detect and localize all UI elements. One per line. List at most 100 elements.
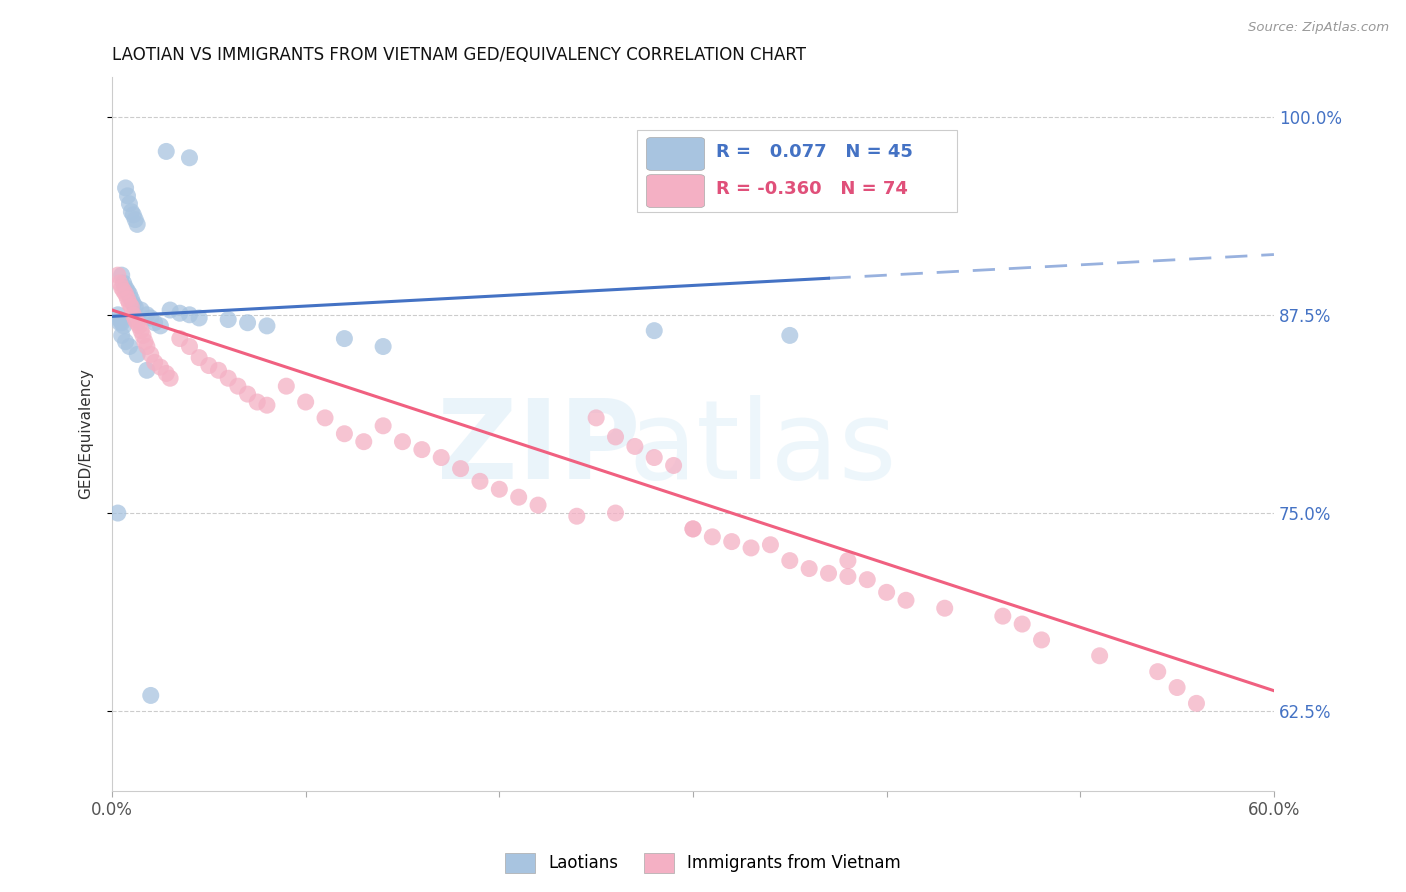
Point <box>353 434 375 449</box>
Point <box>120 300 142 314</box>
Point <box>134 334 156 349</box>
Point <box>107 268 129 282</box>
Point <box>149 318 172 333</box>
Point <box>117 292 139 306</box>
Point <box>120 292 142 306</box>
Point <box>837 569 859 583</box>
Point <box>779 328 801 343</box>
Point <box>124 312 146 326</box>
Point <box>585 410 607 425</box>
FancyBboxPatch shape <box>647 175 704 208</box>
Point <box>112 276 135 290</box>
Point <box>169 332 191 346</box>
Point <box>143 355 166 369</box>
Point <box>139 347 162 361</box>
Point <box>643 324 665 338</box>
Point <box>111 268 134 282</box>
Point <box>117 189 139 203</box>
Point <box>188 351 211 365</box>
Point <box>108 312 131 326</box>
Point <box>127 218 149 232</box>
Point <box>894 593 917 607</box>
Point <box>934 601 956 615</box>
Point <box>117 284 139 298</box>
Point <box>333 426 356 441</box>
Point <box>114 287 136 301</box>
Point <box>107 308 129 322</box>
Point <box>107 506 129 520</box>
Point <box>1011 617 1033 632</box>
Text: atlas: atlas <box>628 394 897 501</box>
Point <box>129 324 152 338</box>
Point <box>817 566 839 581</box>
Point <box>605 506 627 520</box>
Point <box>702 530 724 544</box>
Legend: Laotians, Immigrants from Vietnam: Laotians, Immigrants from Vietnam <box>499 847 907 880</box>
Point <box>135 308 157 322</box>
Point <box>226 379 249 393</box>
Point <box>991 609 1014 624</box>
Point <box>159 303 181 318</box>
Point <box>236 387 259 401</box>
Point <box>624 439 647 453</box>
Point <box>118 196 141 211</box>
Point <box>643 450 665 465</box>
Point <box>682 522 704 536</box>
Point <box>111 328 134 343</box>
Point <box>391 434 413 449</box>
Point <box>118 339 141 353</box>
Point <box>605 430 627 444</box>
Point <box>155 367 177 381</box>
Point <box>155 145 177 159</box>
Point <box>114 281 136 295</box>
Point <box>837 554 859 568</box>
Point <box>118 296 141 310</box>
Point <box>111 316 134 330</box>
Text: R = -0.360   N = 74: R = -0.360 N = 74 <box>716 180 908 198</box>
Point <box>1146 665 1168 679</box>
Point <box>294 395 316 409</box>
Text: ZIP: ZIP <box>437 394 641 501</box>
Point <box>108 276 131 290</box>
Point <box>139 689 162 703</box>
Point <box>129 303 152 318</box>
Point <box>876 585 898 599</box>
Point <box>371 418 394 433</box>
Point <box>856 573 879 587</box>
Point <box>179 308 201 322</box>
Point <box>246 395 269 409</box>
Point <box>276 379 298 393</box>
Point <box>114 334 136 349</box>
Point <box>779 554 801 568</box>
Point <box>430 450 453 465</box>
Point <box>314 410 336 425</box>
FancyBboxPatch shape <box>637 130 956 212</box>
Point <box>1031 632 1053 647</box>
Point <box>179 339 201 353</box>
Point <box>411 442 433 457</box>
Point <box>127 347 149 361</box>
Point <box>682 522 704 536</box>
Point <box>132 328 155 343</box>
Point <box>720 534 742 549</box>
Point <box>139 310 162 325</box>
Point <box>135 363 157 377</box>
Point <box>799 561 821 575</box>
FancyBboxPatch shape <box>647 137 704 170</box>
Point <box>488 482 510 496</box>
Text: R =   0.077   N = 45: R = 0.077 N = 45 <box>716 143 912 161</box>
Point <box>1185 697 1208 711</box>
Point <box>1088 648 1111 663</box>
Text: Source: ZipAtlas.com: Source: ZipAtlas.com <box>1249 21 1389 34</box>
Point <box>143 316 166 330</box>
Point <box>112 284 135 298</box>
Point <box>122 308 145 322</box>
Point <box>508 490 530 504</box>
Point <box>759 538 782 552</box>
Point <box>149 360 172 375</box>
Point <box>236 316 259 330</box>
Point <box>371 339 394 353</box>
Point <box>124 212 146 227</box>
Point <box>127 316 149 330</box>
Point <box>565 509 588 524</box>
